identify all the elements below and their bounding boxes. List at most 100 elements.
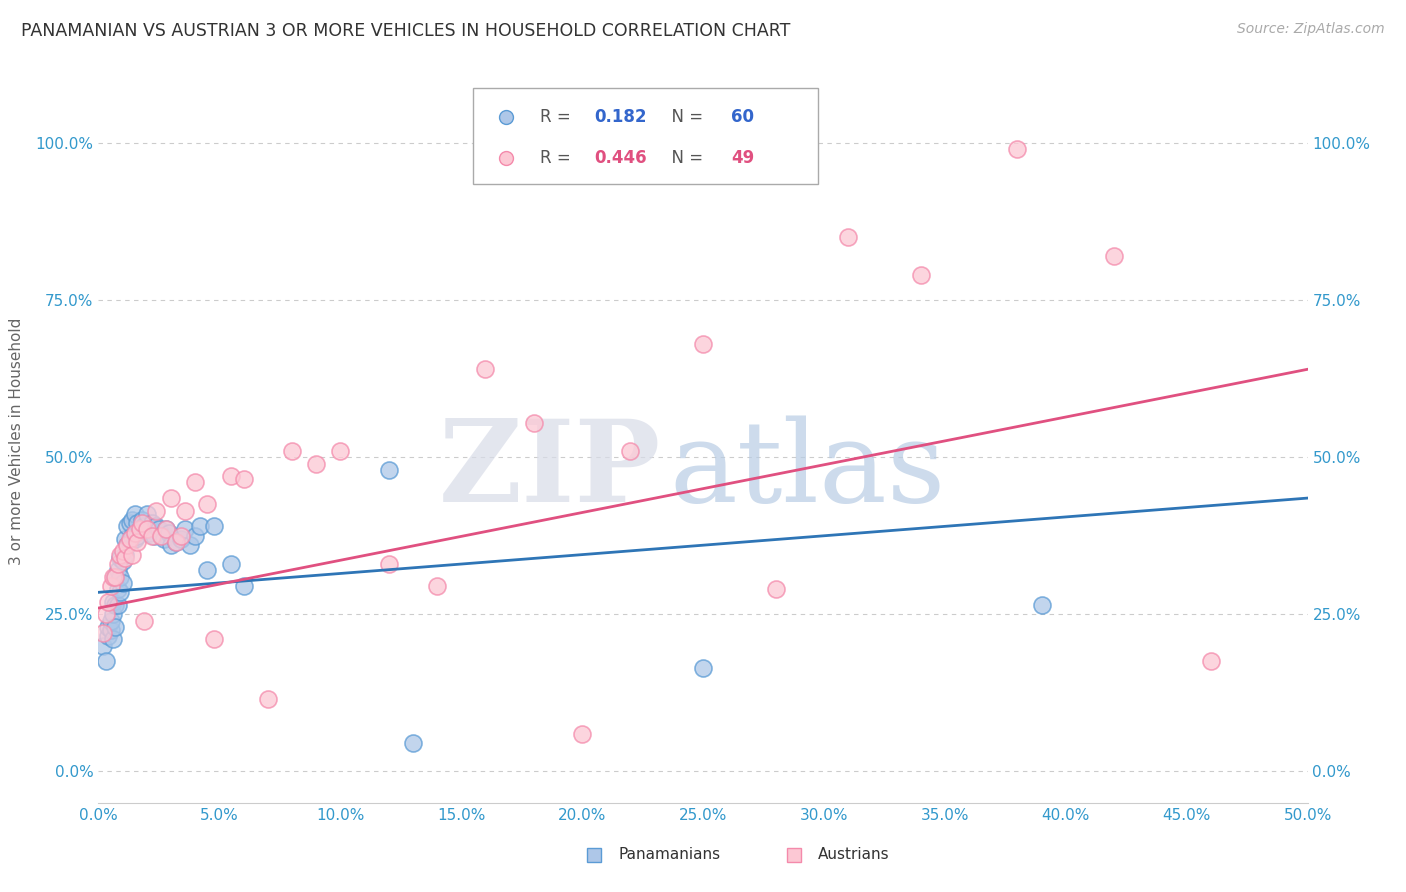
Point <box>377 557 399 571</box>
Text: N =: N = <box>661 108 709 126</box>
Point <box>155 523 177 537</box>
Point <box>114 550 136 565</box>
Point <box>101 569 124 583</box>
Point <box>124 532 146 546</box>
Point <box>131 516 153 531</box>
Point <box>188 519 211 533</box>
Point <box>141 516 163 531</box>
Text: Source: ZipAtlas.com: Source: ZipAtlas.com <box>1237 22 1385 37</box>
Point <box>155 523 177 537</box>
Point <box>169 529 191 543</box>
Point <box>101 595 124 609</box>
Point <box>1031 598 1053 612</box>
Point <box>121 548 143 562</box>
Point <box>152 532 174 546</box>
Text: atlas: atlas <box>669 415 945 525</box>
Point <box>100 579 122 593</box>
Point <box>619 444 641 458</box>
Point <box>765 582 787 597</box>
Point <box>195 497 218 511</box>
Point <box>145 519 167 533</box>
Point <box>143 529 166 543</box>
Point <box>91 626 114 640</box>
Point <box>94 607 117 622</box>
Point <box>426 579 449 593</box>
Point <box>107 582 129 597</box>
Text: R =: R = <box>540 108 576 126</box>
Point <box>204 632 226 647</box>
Point <box>184 475 207 490</box>
Text: 60: 60 <box>731 108 754 126</box>
Point <box>329 444 352 458</box>
Point <box>165 535 187 549</box>
Point <box>184 529 207 543</box>
Point <box>305 457 328 471</box>
Point <box>910 268 932 282</box>
Point <box>101 607 124 622</box>
Point <box>107 598 129 612</box>
Text: R =: R = <box>540 149 576 167</box>
Point <box>104 598 127 612</box>
Point <box>117 538 139 552</box>
Text: 0.446: 0.446 <box>595 149 647 167</box>
Text: Austrians: Austrians <box>818 847 890 863</box>
Point <box>114 532 136 546</box>
Point <box>117 519 139 533</box>
Point <box>150 529 173 543</box>
Point <box>1199 655 1222 669</box>
Point <box>165 535 187 549</box>
Point <box>97 629 120 643</box>
Point <box>135 523 157 537</box>
Point <box>108 585 131 599</box>
Point <box>134 519 156 533</box>
Text: 49: 49 <box>731 149 754 167</box>
Point <box>195 563 218 577</box>
Point <box>124 507 146 521</box>
Point <box>114 548 136 562</box>
Point <box>169 532 191 546</box>
Point <box>474 362 496 376</box>
Point <box>107 563 129 577</box>
Point <box>281 444 304 458</box>
Point <box>221 469 243 483</box>
Point <box>108 550 131 565</box>
Point <box>204 519 226 533</box>
Point <box>108 548 131 562</box>
Point <box>104 569 127 583</box>
Point <box>160 538 183 552</box>
Point <box>174 503 197 517</box>
Point <box>837 230 859 244</box>
Text: N =: N = <box>661 149 709 167</box>
Point <box>100 614 122 628</box>
Point <box>1007 142 1029 156</box>
Point <box>104 569 127 583</box>
Point <box>174 523 197 537</box>
Point <box>121 529 143 543</box>
Point <box>232 579 254 593</box>
Point <box>111 544 134 558</box>
Point <box>127 529 149 543</box>
Point <box>118 532 141 546</box>
Point <box>134 614 156 628</box>
Point <box>91 639 114 653</box>
Point <box>107 557 129 571</box>
Point <box>692 337 714 351</box>
Point <box>131 513 153 527</box>
Point <box>232 472 254 486</box>
Text: 0.182: 0.182 <box>595 108 647 126</box>
Point <box>145 503 167 517</box>
Point <box>692 661 714 675</box>
Point <box>402 736 425 750</box>
Point <box>108 569 131 583</box>
Point <box>160 491 183 505</box>
Point <box>111 554 134 568</box>
Point <box>157 525 180 540</box>
Point <box>135 507 157 521</box>
Point <box>127 535 149 549</box>
Text: ZIP: ZIP <box>439 415 661 526</box>
Text: PANAMANIAN VS AUSTRIAN 3 OR MORE VEHICLES IN HOUSEHOLD CORRELATION CHART: PANAMANIAN VS AUSTRIAN 3 OR MORE VEHICLE… <box>21 22 790 40</box>
Point <box>221 557 243 571</box>
Point <box>97 620 120 634</box>
Point <box>141 529 163 543</box>
Point <box>101 632 124 647</box>
